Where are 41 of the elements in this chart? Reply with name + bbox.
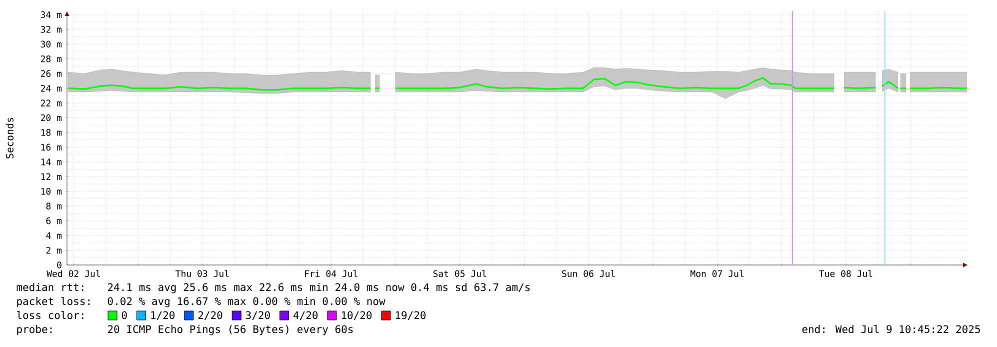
- legend-label: 2/20: [198, 311, 222, 320]
- y-tick-label: 26 m: [40, 70, 62, 77]
- text: 0.02 % avg 16.67 % max 0.00 % min 0.00 % now: [108, 297, 386, 308]
- y-tick-label: 24 m: [40, 84, 62, 92]
- y-tick-label: 2 m: [46, 246, 62, 254]
- y-tick-label: 6 m: [46, 217, 62, 224]
- y-tick-label: 14 m: [41, 158, 62, 166]
- text: 20 ICMP Echo Pings (56 Bytes) every 60s: [108, 325, 353, 336]
- y-tick-label: 4 m: [46, 232, 62, 239]
- y-tick-label: 18 m: [41, 129, 62, 136]
- y-tick-label: 34 m: [40, 11, 62, 18]
- text: packet loss:: [17, 296, 90, 308]
- x-tick-label: Thu 03 Jul: [176, 270, 229, 278]
- x-tick-label: Sun 06 Jul: [562, 270, 615, 278]
- x-tick-label: Tue 08 Jul: [819, 270, 872, 278]
- legend-label: 3/20: [246, 311, 270, 320]
- y-tick-label: 16 m: [41, 144, 62, 151]
- legend-label: 4/20: [294, 311, 318, 320]
- x-tick-label: Fri 04 Jul: [305, 270, 358, 278]
- x-tick-label: Sat 05 Jul: [433, 270, 486, 278]
- y-tick-label: 10 m: [41, 188, 62, 195]
- y-tick-label: 20 m: [40, 114, 62, 122]
- y-axis-title: Seconds: [6, 118, 14, 158]
- y-tick-label: 8 m: [46, 202, 62, 210]
- y-tick-label: 32 m: [40, 26, 62, 33]
- y-tick-label: 28 m: [40, 55, 62, 62]
- legend-label: 0: [122, 311, 127, 320]
- legend-title: loss color:: [17, 310, 84, 320]
- y-tick-label: 30 m: [40, 40, 62, 48]
- y-tick-label: 0: [57, 262, 62, 268]
- x-tick-label: Wed 02 Jul: [46, 270, 100, 278]
- legend-label: 10/20: [342, 311, 372, 320]
- text: median rtt:: [16, 283, 84, 292]
- text: 24.1 ms avg 25.6 ms max 22.6 ms min 24.0 ms now 0.4 ms sd 63.7 am/s: [108, 283, 530, 294]
- y-tick-label: 12 m: [41, 173, 62, 180]
- legend-label: 1/20: [151, 311, 175, 320]
- y-tick-label: 22 m: [40, 100, 62, 106]
- text: probe:: [17, 325, 52, 336]
- legend-label: 19/20: [396, 311, 426, 320]
- x-tick-label: Mon 07 Jul: [690, 270, 744, 278]
- text: end: Wed Jul 9 10:45:22 2025: [802, 324, 980, 334]
